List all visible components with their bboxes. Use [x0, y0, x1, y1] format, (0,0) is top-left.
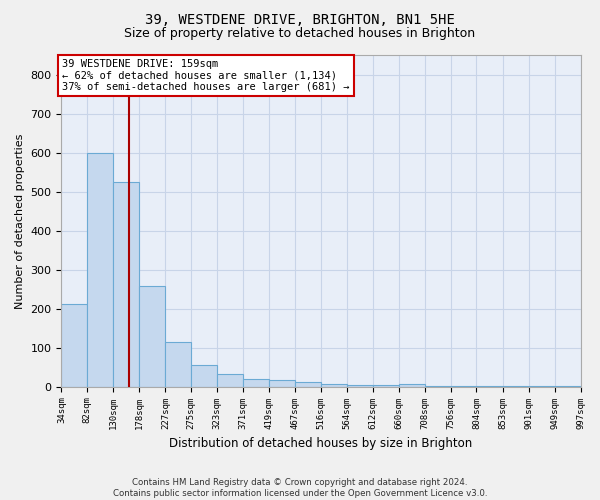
Bar: [269, 380, 295, 386]
Bar: [87, 152, 113, 386]
Bar: [217, 374, 243, 386]
Y-axis label: Number of detached properties: Number of detached properties: [15, 133, 25, 308]
Bar: [321, 384, 347, 386]
X-axis label: Distribution of detached houses by size in Brighton: Distribution of detached houses by size …: [169, 437, 473, 450]
Bar: [295, 382, 321, 386]
Bar: [113, 182, 139, 386]
Bar: [347, 384, 373, 386]
Text: Size of property relative to detached houses in Brighton: Size of property relative to detached ho…: [124, 28, 476, 40]
Text: 39, WESTDENE DRIVE, BRIGHTON, BN1 5HE: 39, WESTDENE DRIVE, BRIGHTON, BN1 5HE: [145, 12, 455, 26]
Text: Contains HM Land Registry data © Crown copyright and database right 2024.
Contai: Contains HM Land Registry data © Crown c…: [113, 478, 487, 498]
Bar: [243, 380, 269, 386]
Bar: [399, 384, 425, 386]
Bar: [61, 304, 87, 386]
Bar: [191, 365, 217, 386]
Text: 39 WESTDENE DRIVE: 159sqm
← 62% of detached houses are smaller (1,134)
37% of se: 39 WESTDENE DRIVE: 159sqm ← 62% of detac…: [62, 59, 350, 92]
Bar: [166, 342, 191, 386]
Bar: [139, 286, 166, 386]
Bar: [373, 385, 399, 386]
